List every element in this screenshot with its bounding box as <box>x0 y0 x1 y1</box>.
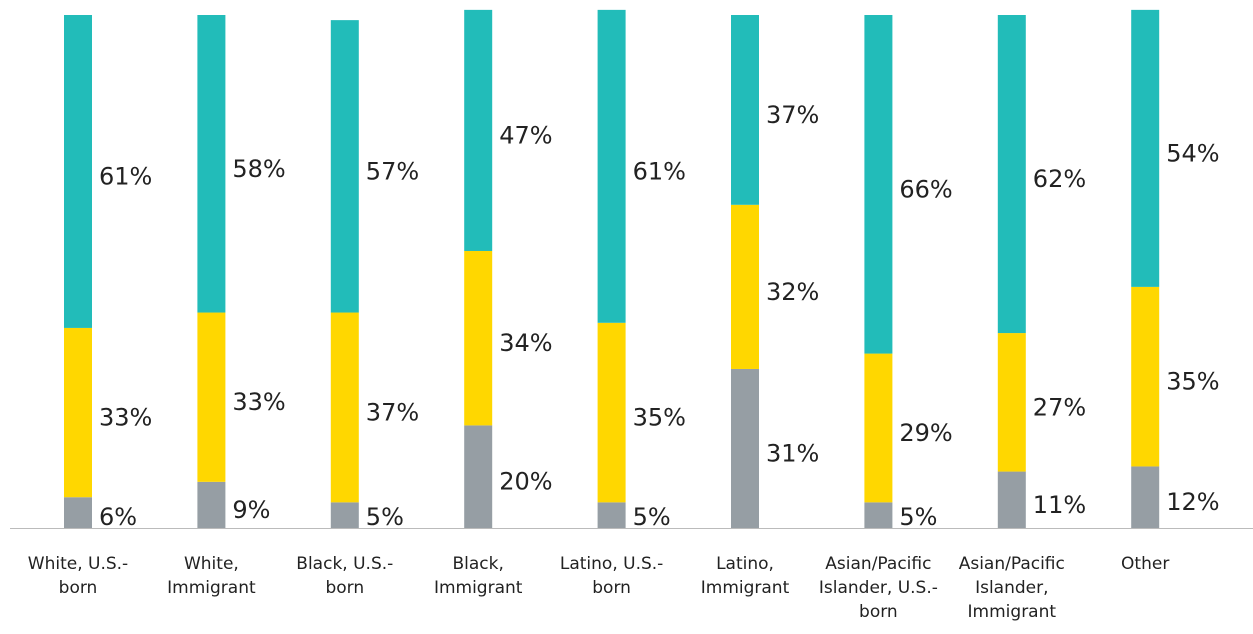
value-label: 35% <box>633 404 686 432</box>
value-label: 31% <box>766 439 819 467</box>
value-label: 54% <box>1166 139 1219 167</box>
value-label: 61% <box>99 162 152 190</box>
value-label: 62% <box>1033 165 1086 193</box>
value-label: 27% <box>1033 393 1086 421</box>
bar-segment <box>597 322 626 503</box>
x-tick-label: Asian/Pacific Islander, U.S.-born <box>818 554 938 622</box>
bar-segment <box>64 327 92 498</box>
bar-segment <box>64 15 92 328</box>
bar-segment <box>197 481 226 528</box>
bar-segment <box>330 312 359 503</box>
value-label: 20% <box>499 468 552 496</box>
bar-segment <box>731 15 759 205</box>
bar-segment <box>597 9 626 323</box>
value-label: 5% <box>366 503 404 531</box>
bar-segment <box>197 15 226 313</box>
x-tick-label: Other <box>1121 554 1170 574</box>
bar-segment <box>1131 466 1160 528</box>
x-tick-label: Black, Immigrant <box>433 554 523 598</box>
bar-segment <box>64 497 92 528</box>
value-label: 32% <box>766 278 819 306</box>
bar-segment <box>330 502 359 528</box>
value-label: 57% <box>366 157 419 185</box>
value-label: 47% <box>499 121 552 149</box>
bar-segment <box>597 502 626 528</box>
bar-segment <box>464 425 493 528</box>
value-label: 5% <box>633 503 671 531</box>
x-tick-label: Asian/Pacific Islander, Immigrant <box>958 554 1065 622</box>
bar-segment <box>197 312 226 482</box>
value-label: 5% <box>899 503 937 531</box>
bar-segment <box>1131 9 1160 287</box>
value-label: 29% <box>899 419 952 447</box>
value-label: 6% <box>99 503 137 531</box>
value-label: 9% <box>232 496 270 524</box>
value-label: 66% <box>899 175 952 203</box>
x-tick-label: White, Immigrant <box>167 554 256 598</box>
value-label: 37% <box>766 101 819 129</box>
bar-segment <box>997 471 1026 528</box>
bar-segment <box>864 502 893 528</box>
x-tick-label: Latino, U.S.-born <box>559 554 664 598</box>
bar-segment <box>997 15 1026 334</box>
value-label: 33% <box>99 404 152 432</box>
bar-segment <box>864 353 893 503</box>
bar-segment <box>464 250 493 426</box>
value-label: 58% <box>232 155 285 183</box>
value-label: 37% <box>366 398 419 426</box>
bar-segment <box>864 15 893 354</box>
x-tick-label: White, U.S.-born <box>27 554 129 598</box>
value-label: 33% <box>232 388 285 416</box>
bar-segment <box>464 9 493 251</box>
value-label: 35% <box>1166 368 1219 396</box>
value-label: 34% <box>499 329 552 357</box>
value-label: 12% <box>1166 488 1219 516</box>
bar-segment <box>997 333 1026 472</box>
bar-segment <box>330 20 359 313</box>
x-tick-label: Black, U.S.-born <box>296 554 394 598</box>
bar-segment <box>731 204 759 369</box>
bar-segment <box>731 368 759 528</box>
value-label: 11% <box>1033 491 1086 519</box>
value-label: 61% <box>633 157 686 185</box>
x-tick-label: Latino, Immigrant <box>700 554 790 598</box>
bar-segment <box>1131 286 1160 467</box>
